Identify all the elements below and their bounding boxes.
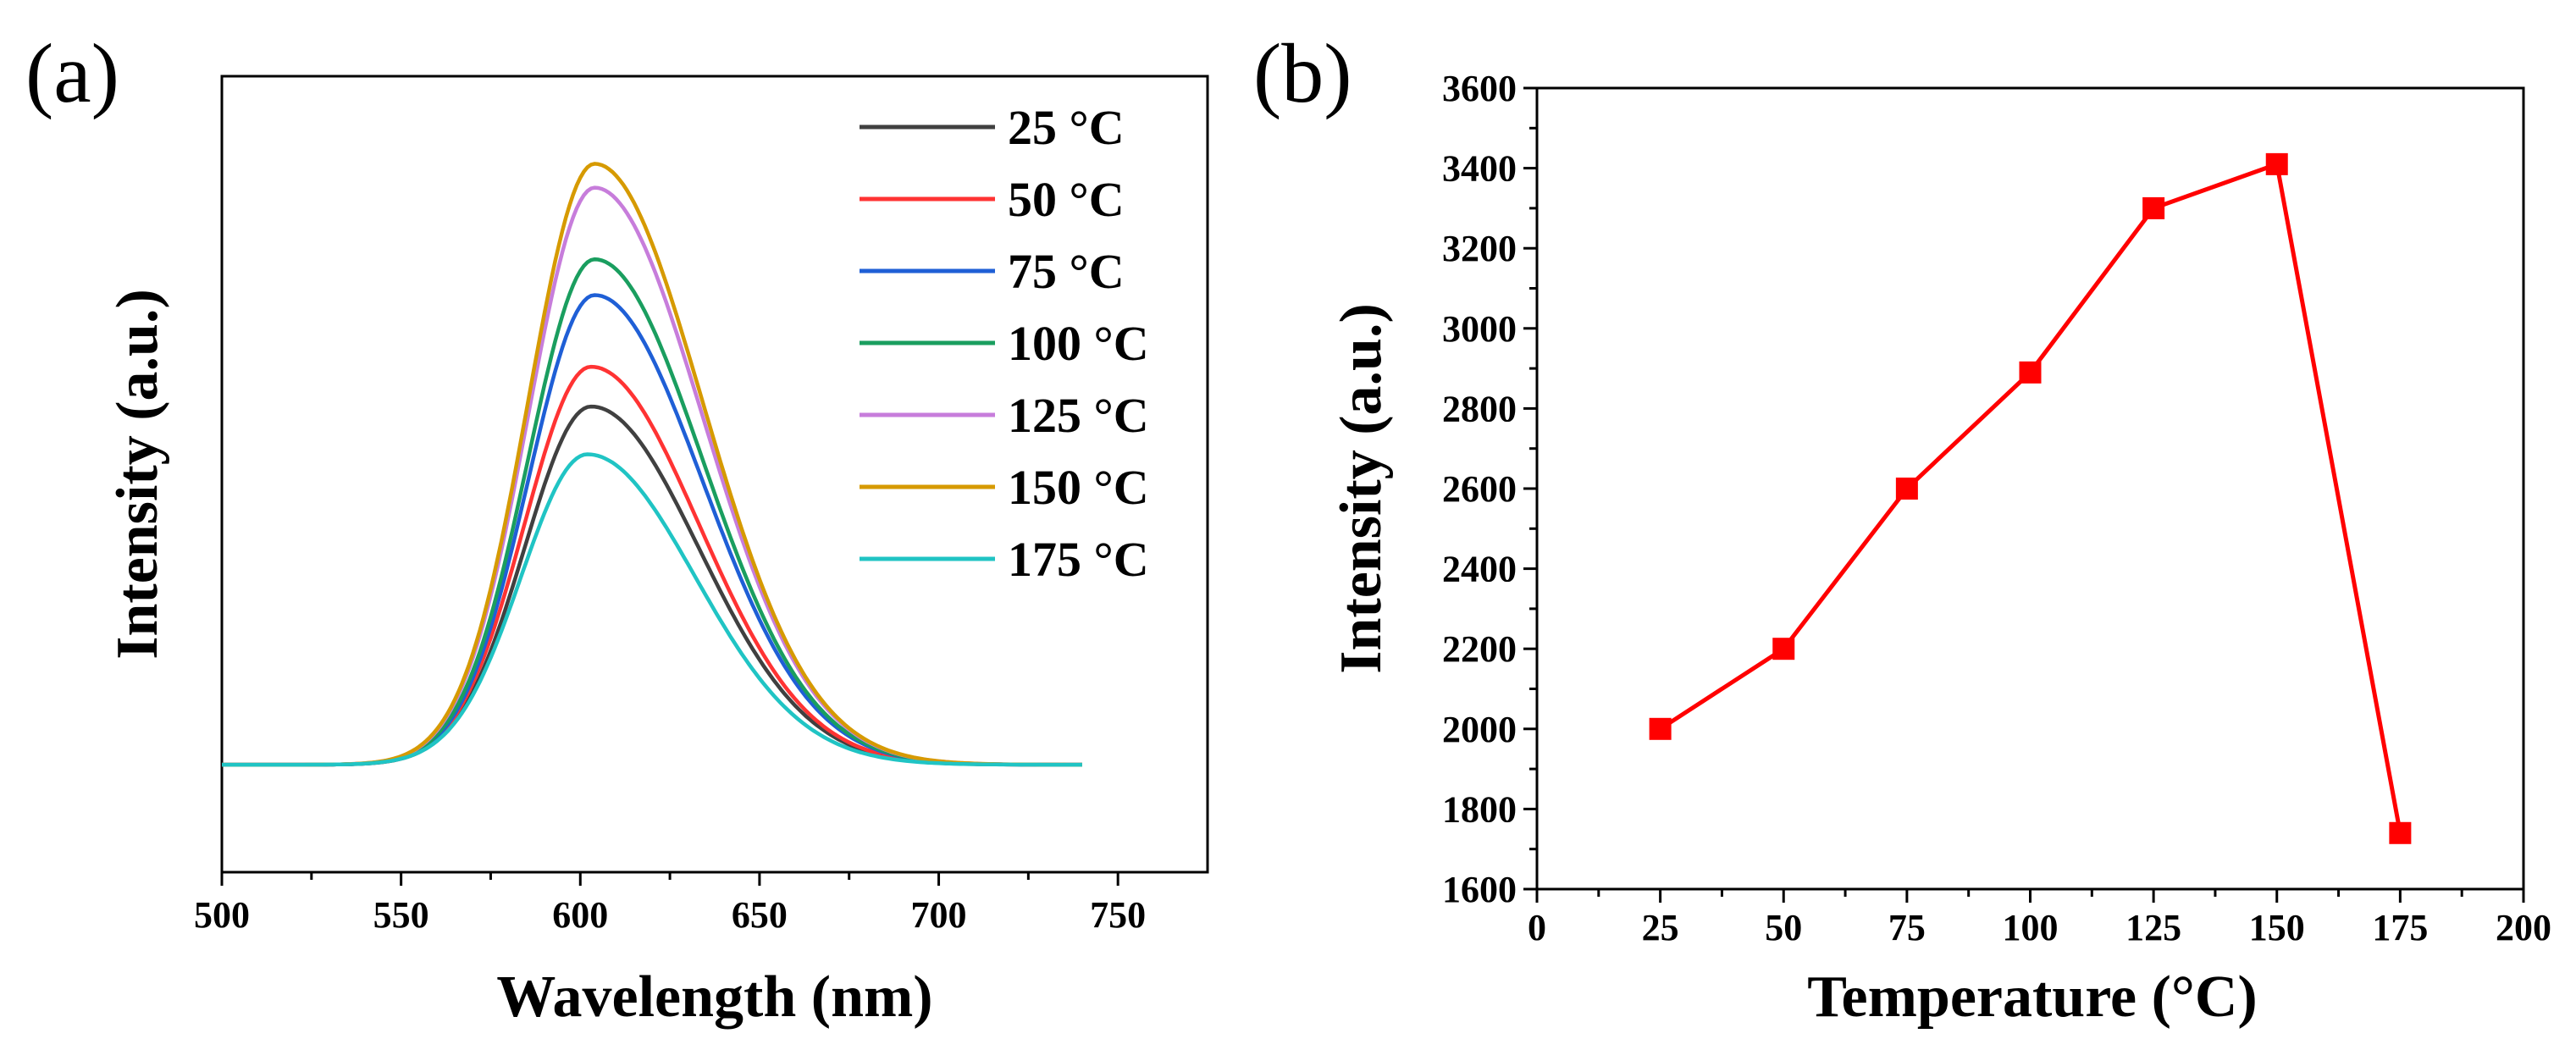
panel-b-data-point [2389, 821, 2412, 844]
panel-b-y-tick-label: 3200 [1442, 228, 1517, 269]
panel-b-data-point [2265, 152, 2288, 175]
panel-a-spectra-chart: (a) 500 550 600 650 700 750 25 °C 50 °C 75 °C 10… [25, 26, 1209, 1030]
panel-a-x-tick-label: 650 [732, 894, 788, 936]
panel-b-series-line [1659, 161, 2402, 834]
panel-b-x-tick-label: 125 [2125, 907, 2181, 948]
panel-b-label: (b) [1253, 26, 1352, 120]
panel-b-y-tick-label: 3600 [1442, 68, 1517, 109]
panel-a-legend: 25 °C 50 °C 75 °C 100 °C 125 °C 150 °C 175 °C [860, 100, 1149, 587]
panel-a-legend-label: 175 °C [1008, 532, 1149, 587]
panel-b-y-tick-label: 3400 [1442, 148, 1517, 190]
panel-a-x-axis-title: Wavelength (nm) [496, 964, 932, 1030]
panel-b-x-tick-label: 0 [1528, 907, 1546, 948]
panel-b-y-tick-label: 3000 [1442, 308, 1517, 350]
panel-a-legend-label: 150 °C [1008, 460, 1149, 515]
panel-b-y-tick-label: 2000 [1442, 709, 1517, 750]
panel-b-temperature-chart: (b) 0 25 50 75 100 125 150 175 200 1600 1800 2000 2… [1253, 26, 2551, 1030]
panel-a-x-tick-label: 700 [911, 894, 967, 936]
panel-b-y-axis-title: Intensity (a.u.) [1329, 303, 1394, 674]
panel-b-y-tick-label: 2400 [1442, 549, 1517, 590]
panel-a-label: (a) [25, 26, 119, 120]
panel-a-legend-label: 75 °C [1008, 244, 1125, 299]
panel-b-series [1649, 152, 2412, 844]
panel-b-y-tick-label: 1800 [1442, 788, 1517, 830]
panel-b-y-tick-label: 2600 [1442, 468, 1517, 510]
panel-b-data-point [1649, 717, 1672, 740]
panel-b-y-tick-label: 1600 [1442, 869, 1517, 910]
panel-b-x-tick-label: 100 [2003, 907, 2059, 948]
panel-a-series-line [222, 364, 1082, 767]
panel-b-data-point [1895, 478, 1918, 500]
panel-a-series-line [222, 162, 1082, 767]
panel-a-legend-label: 50 °C [1008, 172, 1125, 227]
panel-a-x-tick-label: 600 [552, 894, 608, 936]
panel-a-x-axis: 500 550 600 650 700 750 [194, 872, 1146, 936]
panel-a-legend-label: 100 °C [1008, 316, 1149, 371]
panel-b-x-tick-label: 175 [2372, 907, 2428, 948]
panel-b-x-axis: 0 25 50 75 100 125 150 175 200 [1528, 889, 2551, 948]
panel-b-x-tick-label: 200 [2496, 907, 2551, 948]
panel-a-series-line [222, 185, 1082, 767]
panel-b-plot-frame [1535, 86, 2525, 891]
panel-b-data-point [1772, 638, 1795, 660]
panel-a-x-tick-label: 500 [194, 894, 250, 936]
panel-b-y-axis: 1600 1800 2000 2200 2400 2600 2800 3000 3200 3400… [1442, 68, 1537, 910]
panel-b-x-tick-label: 75 [1888, 907, 1926, 948]
panel-a-series-line [222, 452, 1082, 767]
panel-b-data-point [2142, 196, 2165, 219]
panel-b-x-axis-title: Temperature (°C) [1807, 964, 2258, 1030]
panel-a-series-line [222, 293, 1082, 767]
panel-b-x-tick-label: 50 [1765, 907, 1802, 948]
panel-b-data-point [2019, 361, 2042, 384]
panel-a-legend-label: 25 °C [1008, 100, 1125, 155]
panel-a-x-tick-label: 550 [373, 894, 429, 936]
panel-a-series-line [222, 404, 1082, 767]
panel-a-series-line [222, 257, 1082, 767]
panel-a-x-tick-label: 750 [1090, 894, 1146, 936]
panel-b-x-tick-label: 150 [2249, 907, 2305, 948]
panel-a-curves [222, 162, 1082, 767]
panel-b-x-tick-label: 25 [1642, 907, 1679, 948]
panel-a-y-axis-title: Intensity (a.u.) [105, 289, 170, 660]
panel-a-legend-label: 125 °C [1008, 388, 1149, 443]
panel-a-plot-frame [220, 75, 1209, 874]
panel-b-y-tick-label: 2800 [1442, 388, 1517, 429]
panel-b-y-tick-label: 2200 [1442, 628, 1517, 670]
